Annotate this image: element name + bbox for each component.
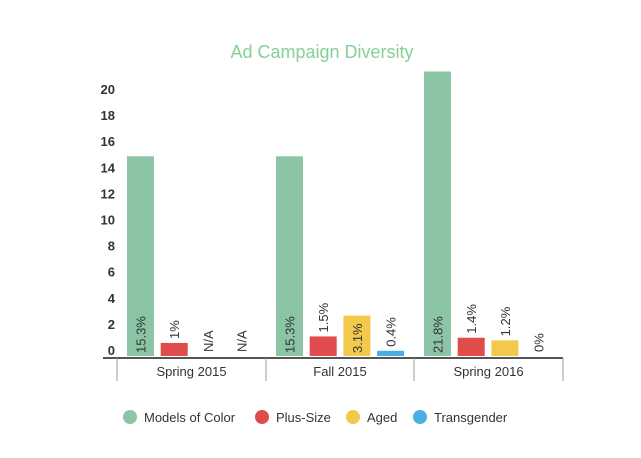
legend: Models of Color Plus-Size Aged Transgender (123, 410, 508, 425)
data-label: 0.4% (384, 317, 399, 347)
y-tick-label: 20 (101, 82, 115, 97)
legend-swatch (123, 410, 137, 424)
x-tick-label: Fall 2015 (313, 364, 366, 379)
bar (276, 156, 303, 356)
data-label: N/A (235, 330, 250, 352)
chart-title: Ad Campaign Diversity (230, 42, 413, 62)
data-label: 0% (532, 333, 547, 352)
data-label: 3.1% (350, 323, 365, 353)
x-tick-label: Spring 2015 (156, 364, 226, 379)
y-tick-label: 12 (101, 186, 115, 201)
bar (127, 156, 154, 356)
bar (491, 340, 519, 356)
x-tick-label: Spring 2016 (453, 364, 523, 379)
data-label: N/A (201, 330, 216, 352)
y-tick-label: 14 (101, 160, 116, 175)
data-label: 1.2% (498, 306, 513, 336)
data-label: 1% (167, 320, 182, 339)
bar (343, 315, 371, 356)
legend-label: Models of Color (144, 410, 236, 425)
bar (309, 336, 337, 356)
data-label: 1.5% (316, 302, 331, 332)
y-axis-ticks: 0 2 4 6 8 10 12 14 16 18 20 (101, 82, 116, 358)
bar (160, 342, 188, 356)
data-label: 21.8% (431, 316, 446, 353)
x-axis: Spring 2015 Fall 2015 Spring 2016 (103, 357, 564, 381)
legend-swatch (413, 410, 427, 424)
y-tick-label: 10 (101, 213, 115, 228)
bar (377, 350, 405, 356)
data-label: 15.3% (283, 316, 298, 353)
bar (424, 71, 451, 356)
y-tick-label: 16 (101, 134, 115, 149)
legend-label: Plus-Size (276, 410, 331, 425)
y-tick-label: 8 (108, 239, 115, 254)
y-tick-label: 18 (101, 108, 115, 123)
data-label: 1.4% (464, 304, 479, 334)
bar (457, 337, 485, 356)
data-label: 15.3% (134, 316, 149, 353)
y-tick-label: 6 (108, 265, 115, 280)
legend-swatch (346, 410, 360, 424)
legend-label: Aged (367, 410, 397, 425)
y-tick-label: 4 (108, 291, 116, 306)
y-tick-label: 0 (108, 343, 115, 358)
legend-label: Transgender (434, 410, 508, 425)
y-tick-label: 2 (108, 317, 115, 332)
legend-swatch (255, 410, 269, 424)
bars: 15.3% 15.3% 21.8% 1% 1.5% 1.4% N/A 3.1% 1.2% N/A 0… (127, 71, 547, 356)
